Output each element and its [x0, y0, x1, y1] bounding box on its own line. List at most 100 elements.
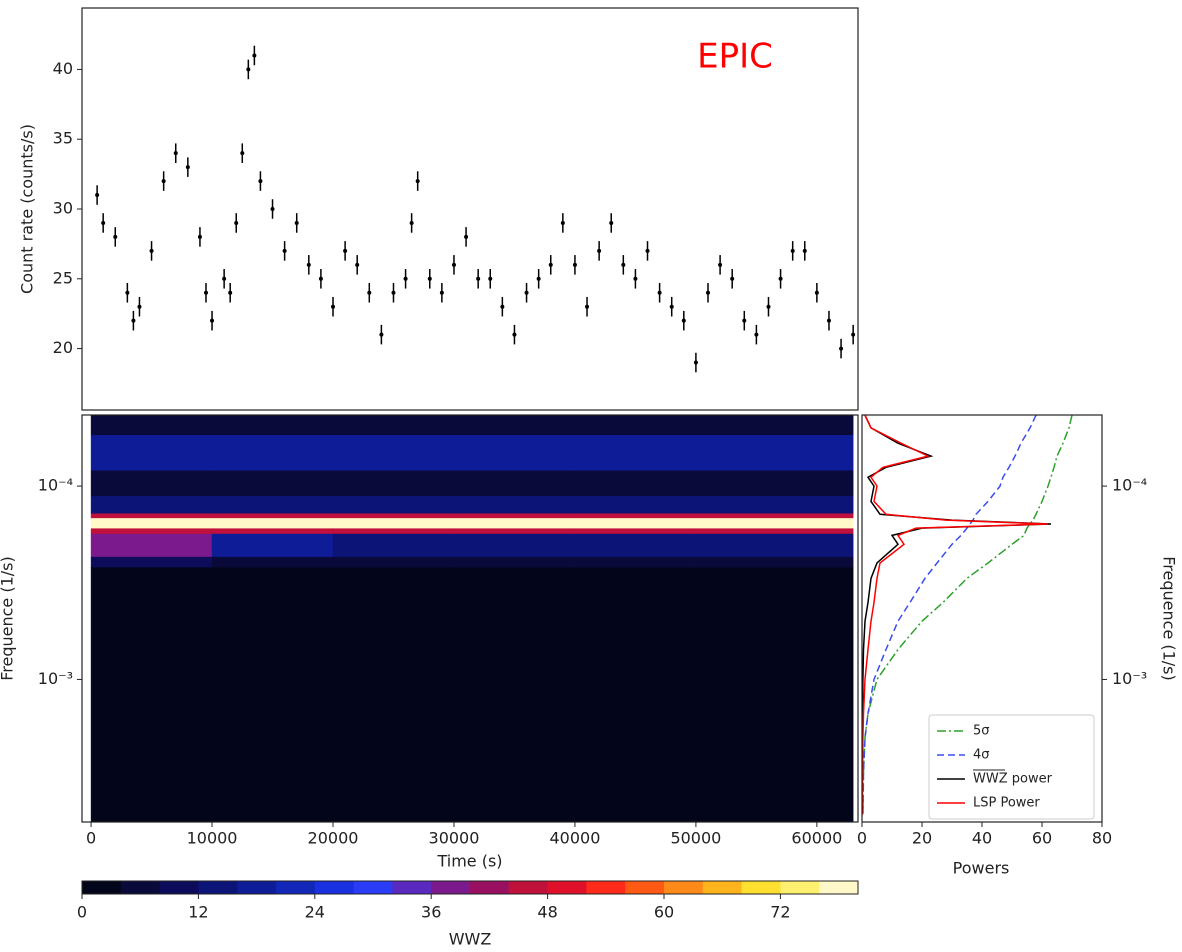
data-point: [802, 248, 807, 253]
heatmap-cell: [574, 556, 697, 568]
data-point: [669, 304, 674, 309]
data-point: [790, 248, 795, 253]
data-point: [476, 276, 481, 281]
colorbar-swatch: [547, 881, 587, 894]
data-point: [512, 332, 517, 337]
x-tick-label: 20: [912, 829, 932, 848]
data-point: [197, 234, 202, 239]
colorbar-swatch: [314, 881, 355, 894]
heatmap-cell: [453, 528, 576, 535]
colorbar-swatch: [120, 881, 161, 894]
data-point: [536, 276, 541, 281]
heatmap-cell: [574, 496, 697, 514]
legend-label: 4σ: [973, 748, 990, 763]
data-point: [343, 248, 348, 253]
x-tick-label: 60: [1032, 829, 1052, 848]
heatmap-cell: [211, 533, 334, 558]
heatmap-cell: [332, 567, 455, 823]
colorbar-swatch: [431, 881, 471, 894]
heatmap-cell: [695, 513, 854, 519]
y-tick-label: 10⁻⁴: [1112, 476, 1147, 495]
data-point: [488, 276, 493, 281]
heatmap-cell: [332, 518, 455, 529]
heatmap-cell: [211, 513, 334, 519]
colorbar-tick-label: 24: [305, 903, 325, 922]
x-tick-label: 80: [1092, 829, 1112, 848]
data-point: [500, 304, 505, 309]
data-point: [451, 262, 456, 267]
data-point: [633, 276, 638, 281]
heatmap-frame: [81, 414, 859, 823]
data-point: [439, 290, 444, 295]
annotation: EPIC: [697, 37, 773, 77]
heatmap-cell: [695, 518, 854, 529]
x-tick-label: 40000: [549, 829, 600, 848]
data-point: [730, 276, 735, 281]
colorbar-frame: [81, 880, 859, 895]
heatmap-cell: [332, 533, 455, 558]
data-point: [131, 318, 136, 323]
data-point: [185, 165, 190, 170]
heatmap-cell: [332, 414, 455, 436]
data-point: [294, 220, 299, 225]
colorbar-swatch: [392, 881, 432, 894]
colorbar-swatch: [276, 881, 316, 894]
colorbar-swatch: [353, 881, 393, 894]
y-axis-label: Count rate (counts/s): [18, 124, 37, 294]
data-point: [137, 304, 142, 309]
data-point: [778, 276, 783, 281]
heatmap-cell: [211, 470, 334, 497]
heatmap-cell: [332, 528, 455, 535]
data-point: [203, 290, 208, 295]
data-point: [306, 262, 311, 267]
heatmap-cell: [453, 567, 576, 823]
heatmap-cell: [211, 435, 334, 472]
data-point: [415, 179, 420, 184]
heatmap-cell: [695, 435, 854, 472]
data-point: [282, 248, 287, 253]
colorbar-swatch: [702, 881, 743, 894]
colorbar-swatch: [625, 881, 665, 894]
colorbar-label: WWZ: [449, 930, 492, 949]
heatmap-cell: [695, 533, 854, 558]
colorbar-swatch: [198, 881, 238, 894]
data-point: [252, 53, 257, 58]
heatmap-cell: [453, 496, 576, 514]
colorbar-swatch: [819, 881, 859, 894]
colorbar-swatch: [780, 881, 820, 894]
heatmap-cell: [90, 435, 213, 472]
y-tick-label: 10⁻⁴: [38, 476, 73, 495]
data-point: [826, 318, 831, 323]
data-point: [572, 262, 577, 267]
y-axis-label: Frequence (1/s): [1160, 556, 1179, 681]
heatmap-cell: [695, 414, 854, 436]
data-point: [246, 67, 251, 72]
data-point: [173, 151, 178, 156]
y-tick-label: 20: [53, 338, 73, 357]
data-point: [222, 276, 227, 281]
x-tick-label: 60000: [791, 829, 842, 848]
heatmap-cell: [574, 567, 697, 823]
power-line: [862, 415, 1073, 815]
heatmap-cell: [453, 533, 576, 558]
data-point: [228, 290, 233, 295]
heatmap-cell: [332, 496, 455, 514]
data-point: [585, 304, 590, 309]
data-point: [814, 290, 819, 295]
y-tick-label: 35: [53, 129, 73, 148]
data-point: [718, 262, 723, 267]
heatmap-cell: [332, 513, 455, 519]
heatmap-cell: [453, 435, 576, 472]
data-point: [113, 234, 118, 239]
data-point: [234, 220, 239, 225]
heatmap-cell: [453, 414, 576, 436]
heatmap-cell: [574, 435, 697, 472]
data-point: [161, 179, 166, 184]
heatmap-cell: [695, 496, 854, 514]
y-tick-label: 10⁻³: [1112, 669, 1147, 688]
heatmap-cell: [453, 513, 576, 519]
data-point: [318, 276, 323, 281]
data-point: [681, 318, 686, 323]
data-point: [706, 290, 711, 295]
